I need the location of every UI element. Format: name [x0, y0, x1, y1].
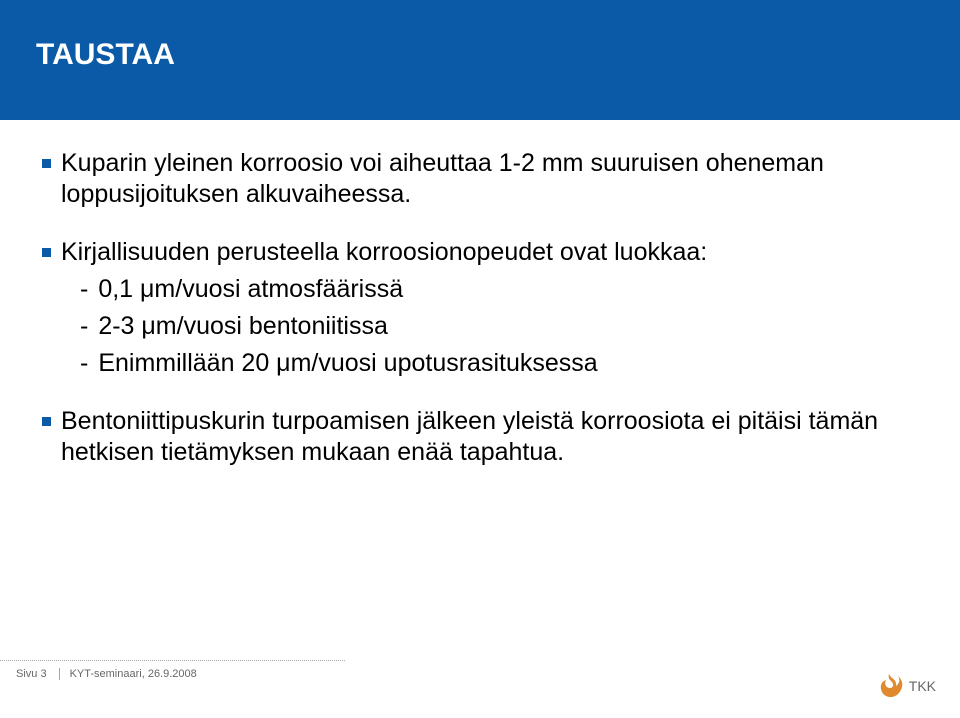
sub-item: - 0,1 μm/vuosi atmosfäärissä	[80, 274, 904, 305]
sub-list: - 0,1 μm/vuosi atmosfäärissä - 2-3 μm/vu…	[42, 274, 904, 380]
bullet-text: Kirjallisuuden perusteella korroosionope…	[61, 237, 707, 268]
sub-item: - 2-3 μm/vuosi bentoniitissa	[80, 311, 904, 342]
bullet-row: Kirjallisuuden perusteella korroosionope…	[42, 237, 904, 268]
bullet-item: Kuparin yleinen korroosio voi aiheuttaa …	[42, 148, 904, 211]
page-number: Sivu 3	[16, 668, 47, 680]
dash-bullet-icon: -	[80, 348, 88, 379]
slide-header: TAUSTAA	[0, 0, 960, 120]
bullet-text: Bentoniittipuskurin turpoamisen jälkeen …	[61, 406, 904, 469]
footer-row: Sivu 3 KYT-seminaari, 26.9.2008	[16, 668, 197, 680]
slide-body: Kuparin yleinen korroosio voi aiheuttaa …	[0, 120, 960, 468]
sub-item: - Enimmillään 20 μm/vuosi upotusrasituks…	[80, 348, 904, 379]
footer-divider	[0, 660, 345, 661]
bullet-item: Bentoniittipuskurin turpoamisen jälkeen …	[42, 406, 904, 469]
dash-bullet-icon: -	[80, 274, 88, 305]
logo-text: TKK	[909, 678, 936, 694]
dash-bullet-icon: -	[80, 311, 88, 342]
bullet-row: Bentoniittipuskurin turpoamisen jälkeen …	[42, 406, 904, 469]
slide-title: TAUSTAA	[36, 38, 175, 72]
sub-text: 2-3 μm/vuosi bentoniitissa	[98, 311, 388, 342]
square-bullet-icon	[42, 417, 51, 426]
event-label: KYT-seminaari, 26.9.2008	[70, 668, 197, 680]
sub-text: 0,1 μm/vuosi atmosfäärissä	[98, 274, 403, 305]
bullet-item: Kirjallisuuden perusteella korroosionope…	[42, 237, 904, 380]
square-bullet-icon	[42, 159, 51, 168]
slide-footer: Sivu 3 KYT-seminaari, 26.9.2008 TKK	[0, 660, 960, 700]
footer-separator	[59, 668, 60, 680]
logo: TKK	[879, 672, 936, 700]
square-bullet-icon	[42, 248, 51, 257]
bullet-text: Kuparin yleinen korroosio voi aiheuttaa …	[61, 148, 904, 211]
flame-icon	[879, 672, 905, 700]
bullet-row: Kuparin yleinen korroosio voi aiheuttaa …	[42, 148, 904, 211]
sub-text: Enimmillään 20 μm/vuosi upotusrasitukses…	[98, 348, 597, 379]
